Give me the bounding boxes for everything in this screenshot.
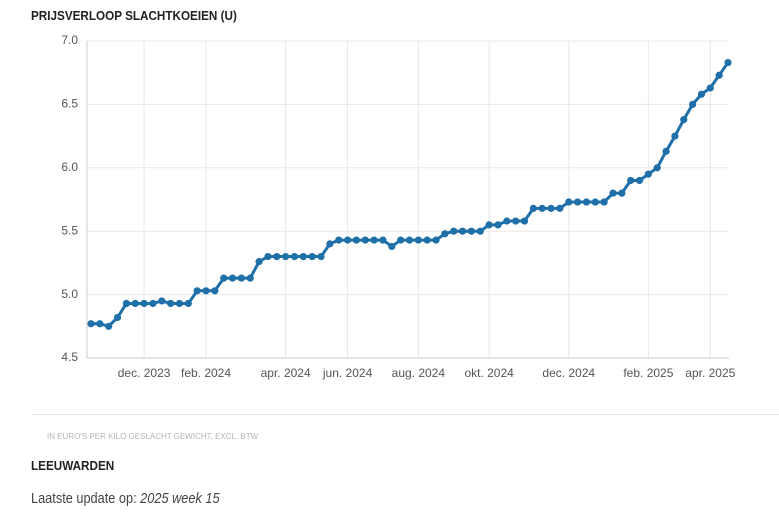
point	[706, 84, 714, 92]
point	[290, 252, 299, 261]
line	[91, 61, 730, 328]
point	[255, 258, 263, 266]
point	[246, 274, 254, 282]
point	[140, 299, 148, 308]
y-tick-label: 6.5	[61, 97, 78, 111]
point	[131, 299, 139, 308]
point	[680, 116, 688, 124]
point	[299, 252, 307, 261]
point	[388, 242, 396, 251]
point	[591, 198, 599, 206]
point	[494, 221, 502, 229]
point	[423, 236, 431, 244]
point	[635, 176, 644, 185]
point	[122, 299, 130, 308]
point	[476, 227, 484, 235]
point	[582, 198, 591, 206]
point	[273, 252, 281, 261]
point	[335, 236, 343, 244]
point	[724, 58, 732, 67]
point	[609, 189, 617, 197]
point	[202, 287, 210, 295]
point	[538, 204, 546, 212]
separator	[31, 414, 779, 415]
point	[600, 198, 608, 206]
point	[450, 227, 458, 235]
x-tick-label: aug. 2024	[392, 366, 446, 380]
point	[405, 236, 414, 244]
update: Laatste update op: 2025 week 15	[31, 490, 220, 507]
point	[282, 252, 290, 261]
x-tick-label: feb. 2025	[623, 366, 673, 380]
y-tick-label: 7.0	[61, 33, 78, 47]
point	[467, 227, 476, 235]
point	[432, 236, 440, 244]
chart-title: PRIJSVERLOOP SLACHTKOEIEN (U)	[31, 8, 237, 23]
point	[627, 176, 635, 185]
point	[352, 236, 361, 244]
x-tick-label: apr. 2025	[685, 366, 735, 380]
point	[237, 274, 246, 282]
point	[662, 147, 670, 155]
point	[308, 252, 316, 261]
point	[414, 236, 422, 244]
y-tick-label: 5.5	[61, 223, 78, 237]
y-tick-label: 5.0	[61, 287, 78, 301]
point	[379, 236, 387, 244]
update-label: Laatste update op:	[31, 490, 137, 507]
point	[529, 204, 537, 212]
point	[689, 100, 697, 108]
y-tick-label: 6.0	[61, 160, 78, 174]
x-tick-label: okt. 2024	[464, 366, 514, 380]
point	[193, 287, 201, 295]
point	[441, 230, 449, 238]
point	[326, 240, 334, 248]
x-tick-label: dec. 2024	[542, 366, 595, 380]
point	[485, 221, 493, 229]
point	[158, 297, 166, 305]
point	[228, 274, 237, 282]
point	[361, 236, 369, 244]
point	[644, 170, 652, 178]
point	[96, 320, 104, 328]
x-tick-label: dec. 2023	[118, 366, 171, 380]
point	[113, 313, 122, 322]
x-tick-label: jun. 2024	[322, 366, 373, 380]
x-tick-label: feb. 2024	[181, 366, 231, 380]
point	[370, 236, 378, 244]
point	[573, 198, 582, 206]
point	[556, 204, 564, 212]
point	[618, 189, 626, 197]
point	[343, 236, 352, 244]
point	[175, 299, 184, 308]
point	[167, 299, 175, 308]
update-value: 2025 week 15	[140, 490, 220, 507]
location: LEEUWARDEN	[31, 458, 115, 473]
point	[671, 132, 679, 140]
point	[87, 320, 95, 328]
point	[264, 252, 272, 261]
footnote: IN EURO'S PER KILO GESLACHT GEWICHT, EXC…	[47, 432, 259, 441]
point	[458, 227, 467, 235]
point	[547, 204, 555, 212]
point	[503, 217, 511, 225]
point	[512, 217, 520, 225]
point	[397, 236, 405, 244]
x-tick-label: apr. 2024	[261, 366, 311, 380]
point	[211, 287, 219, 295]
point	[220, 274, 228, 282]
point	[149, 299, 157, 308]
point	[520, 217, 529, 225]
point	[653, 164, 661, 172]
point	[317, 252, 325, 261]
point	[715, 71, 723, 79]
point	[184, 299, 192, 308]
point	[697, 90, 706, 98]
chart: 4.5 5.0 5.5 6.0 6.5 7.0 dec. 2023 feb. 2024 apr.…	[61, 33, 735, 380]
y-tick-label: 4.5	[61, 350, 78, 364]
point	[105, 322, 113, 330]
point	[565, 198, 573, 206]
